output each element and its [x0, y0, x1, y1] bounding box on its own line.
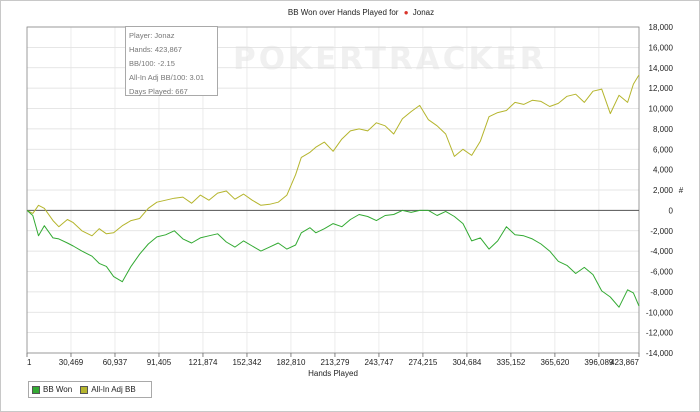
watermark-logo: POKERTRACKER — [233, 41, 547, 77]
series-line-bb-won — [26, 209, 640, 308]
y-tick-label: -10,000 — [646, 308, 674, 317]
x-tick-label: 274,215 — [408, 358, 437, 367]
y-tick-label: 0 — [669, 206, 674, 215]
x-tick-label: 152,342 — [232, 358, 261, 367]
tooltip-bb100: BB/100: -2.15 — [129, 59, 175, 68]
y-tick-label: -12,000 — [646, 329, 674, 338]
legend-swatch-allin-adj-bb — [80, 385, 89, 394]
y-tick-label: 6,000 — [653, 145, 674, 154]
grid-layer — [26, 26, 640, 354]
legend-swatch-bb-won — [32, 385, 40, 394]
x-tick-label: 30,469 — [59, 358, 84, 367]
tooltip-player: Player: Jonaz — [129, 31, 175, 40]
y-tick-label: 14,000 — [649, 64, 674, 73]
stats-tooltip: Player: Jonaz Hands: 423,867 BB/100: -2.… — [125, 26, 218, 96]
plot-area-border — [26, 26, 640, 354]
y-tick-label: -4,000 — [650, 247, 673, 256]
x-axis-ticks: 1 30,469 60,937 91,405 121,874 152,342 182,810… — [26, 353, 640, 367]
tooltip-hands: Hands: 423,867 — [129, 45, 182, 54]
x-tick-label: 396,089 — [584, 358, 613, 367]
x-tick-label: 60,937 — [103, 358, 128, 367]
y-tick-label: -2,000 — [650, 227, 673, 236]
x-axis-label: Hands Played — [308, 369, 358, 378]
legend: BB Won All-In Adj BB — [28, 381, 152, 398]
y-tick-label: 4,000 — [653, 166, 674, 175]
series-layer — [26, 74, 640, 308]
legend-item-bb-won[interactable]: BB Won — [32, 385, 72, 394]
x-tick-label: 91,405 — [147, 358, 172, 367]
tooltip-allin-bb100: All-In Adj BB/100: 3.01 — [129, 73, 205, 82]
legend-label-allin-adj-bb: All-In Adj BB — [91, 385, 136, 394]
y-tick-label: 2,000 — [653, 186, 674, 195]
x-tick-label: 304,684 — [452, 358, 481, 367]
y-tick-label: 8,000 — [653, 125, 674, 134]
y-tick-label: -8,000 — [650, 288, 673, 297]
y-axis-label: # — [679, 186, 684, 195]
player-chip-icon: ● — [404, 8, 409, 17]
x-tick-label: 365,620 — [540, 358, 569, 367]
chart-title: BB Won over Hands Played for ● Jonaz — [288, 8, 434, 17]
x-tick-label: 121,874 — [189, 358, 218, 367]
y-tick-label: -14,000 — [646, 349, 674, 358]
y-tick-label: 12,000 — [649, 84, 674, 93]
x-tick-label: 182,810 — [276, 358, 305, 367]
x-tick-label: 213,279 — [320, 358, 349, 367]
chart-title-player: Jonaz — [413, 8, 434, 17]
x-tick-label: 1 — [27, 358, 32, 367]
y-tick-label: 10,000 — [649, 105, 674, 114]
series-line-all-in-adj-bb — [26, 74, 640, 237]
y-tick-label: 16,000 — [649, 43, 674, 52]
legend-item-allin-adj-bb[interactable]: All-In Adj BB — [80, 385, 136, 394]
chart-title-prefix: BB Won over Hands Played for — [288, 8, 399, 17]
legend-label-bb-won: BB Won — [43, 385, 73, 394]
y-tick-label: -6,000 — [650, 268, 673, 277]
x-tick-label: 335,152 — [496, 358, 525, 367]
y-tick-label: 18,000 — [649, 23, 674, 32]
x-tick-label: 243,747 — [364, 358, 393, 367]
x-tick-label: 423,867 — [610, 358, 639, 367]
tooltip-days: Days Played: 667 — [129, 87, 188, 96]
y-axis-ticks: 18,000 16,000 14,000 12,000 10,000 8,000 6,000… — [646, 23, 674, 358]
